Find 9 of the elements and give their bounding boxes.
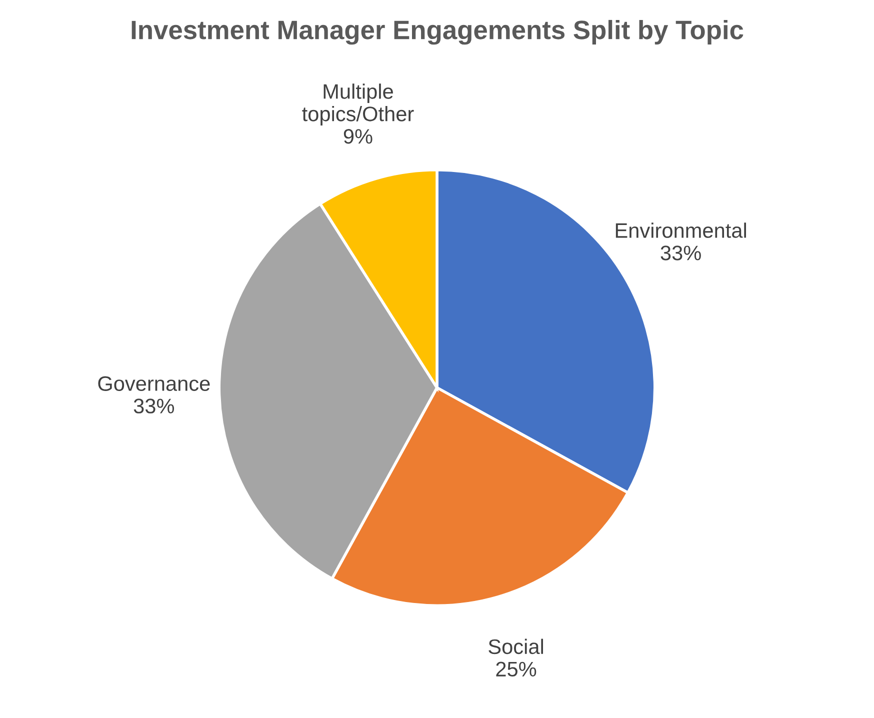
slice-label: Social (488, 638, 543, 654)
data-label: 33% (134, 398, 174, 414)
data-label: 9% (344, 129, 372, 144)
slice-label: Multiple topics/Other (302, 84, 414, 126)
slice-label: Environmental (616, 222, 746, 238)
data-label: 33% (660, 246, 701, 260)
chart-title: Investment Manager Engagements Split by Topic (132, 20, 744, 45)
data-label: 25% (496, 662, 536, 677)
slice-label: Governance (98, 376, 210, 391)
